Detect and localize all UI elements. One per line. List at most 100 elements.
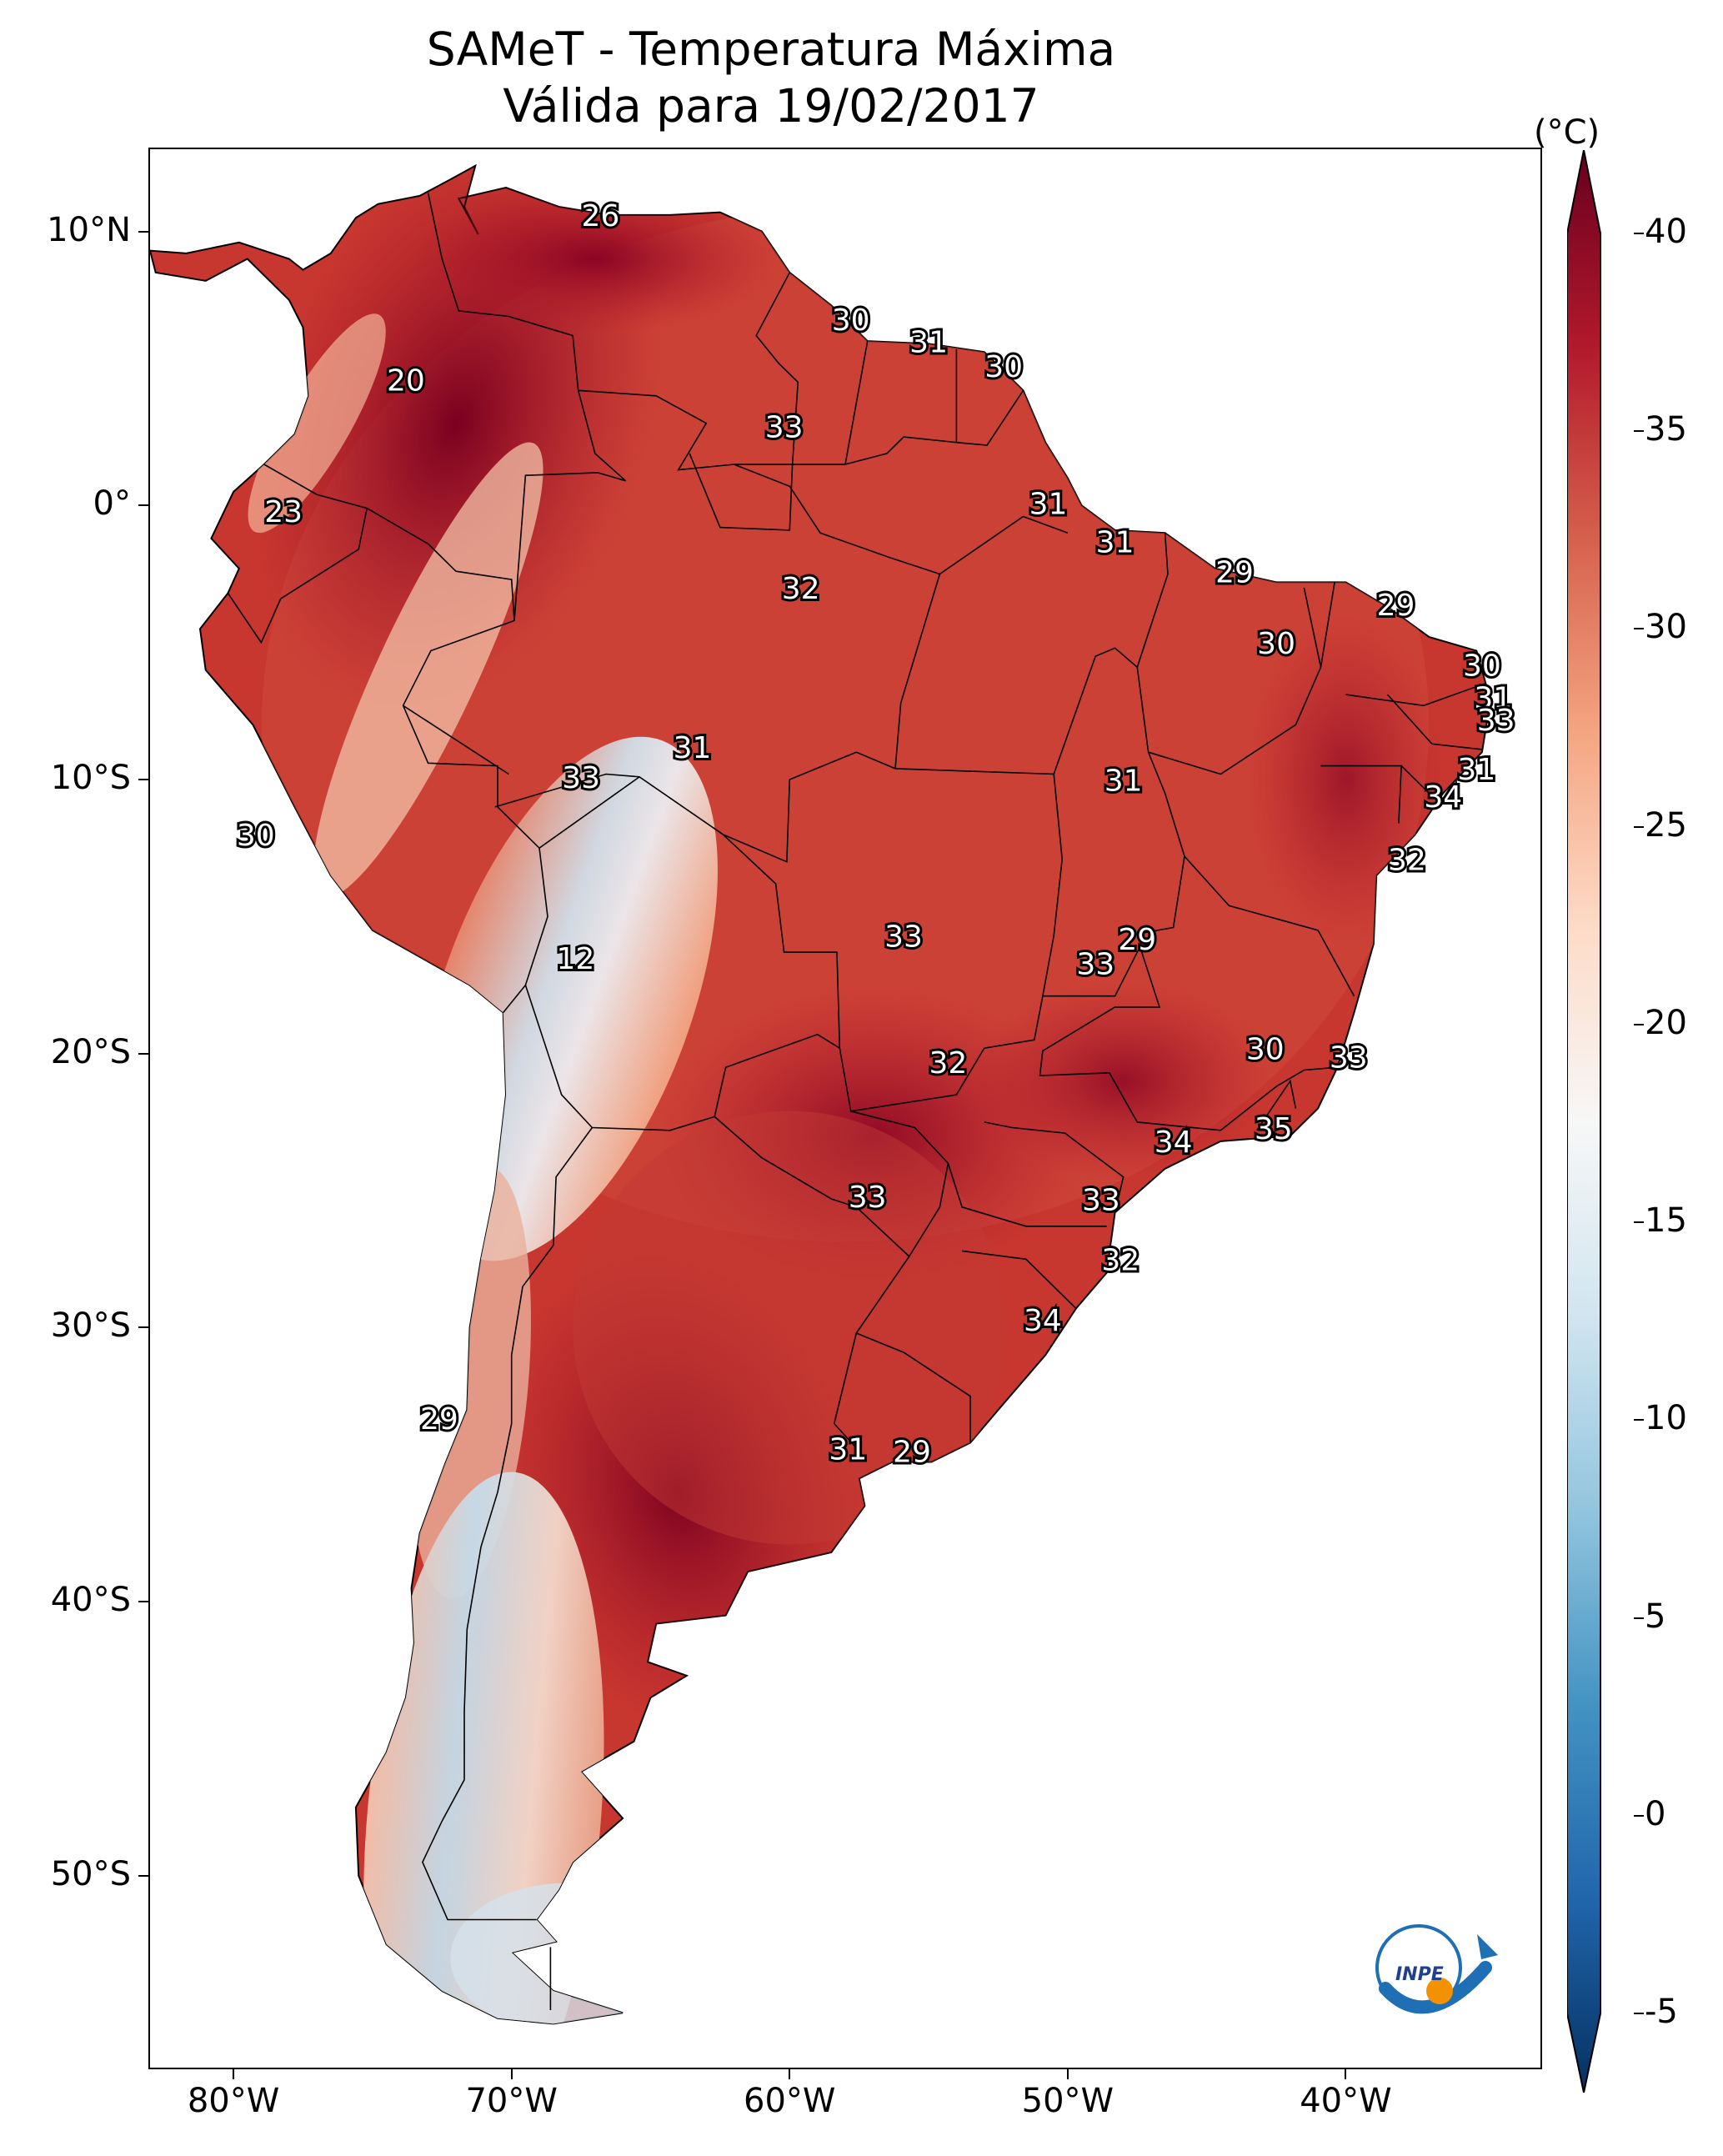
country-border [833,1332,860,1452]
station-value-label: 12 [557,942,595,976]
temperature-region [973,980,1274,1181]
country-border [524,775,841,1131]
longitude-tick-label: 80°W [187,2082,280,2120]
country-border [494,773,640,808]
station-value-label: 34 [1424,780,1462,815]
country-border [1400,765,1435,800]
latitude-tick-label: 10°N [47,210,131,249]
country-border [1148,587,1322,775]
latitude-tick [138,779,148,781]
country-border [1042,647,1185,997]
longitude-tick-label: 70°W [465,2082,558,2120]
country-border [1184,855,1355,997]
logo-text: INPE [1395,1964,1444,1985]
country-borders [227,193,1485,2010]
country-border [689,453,794,531]
latitude-tick-label: 0° [93,484,131,524]
station-value-label: 29 [420,1402,458,1436]
colorbar-tick-label: 35 [1645,410,1687,449]
colorbar-tick-label: 0 [1645,1794,1666,1833]
station-value-label: 26 [582,199,620,233]
colorbar-tick-label: 10 [1645,1399,1687,1438]
country-border [984,1121,1124,1213]
station-value-label: 33 [1330,1040,1368,1075]
country-border [403,704,509,775]
country-border [422,1127,594,1921]
country-border [844,340,869,465]
latitude-tick [138,1874,148,1877]
latitude-tick [138,1052,148,1055]
latitude-tick-label: 50°S [50,1854,131,1893]
station-value-label: 33 [562,761,600,795]
station-value-label: 31 [909,325,948,359]
temperature-region [411,183,779,334]
station-value-label: 31 [829,1432,867,1467]
station-value-label: 29 [1215,556,1254,590]
country-border [366,507,548,1014]
colorbar-bar [1567,150,1601,2093]
station-value-label: 31 [674,731,712,765]
station-value-label: 33 [1076,948,1114,982]
country-border [1256,1079,1297,1131]
country-border [947,1162,1107,1227]
latitude-tick-label: 20°S [50,1032,131,1071]
colorbar-tick [1634,1617,1644,1619]
country-border [961,1250,1077,1310]
country-border [734,464,941,769]
station-value-label: 32 [1388,844,1426,878]
station-value-label: 30 [237,819,275,853]
longitude-tick-label: 60°W [744,2082,836,2120]
country-border [1320,582,1335,668]
colorbar-tick [1634,1814,1644,1817]
country-border [714,1048,949,1258]
longitude-tick-label: 50°W [1021,2082,1114,2120]
colorbar-tick [1634,2013,1644,2014]
station-value-label: 20 [387,364,425,398]
country-border [578,272,799,471]
station-value-label: 32 [929,1046,968,1081]
station-value-label: 29 [1377,589,1415,623]
country-border [1320,765,1403,824]
station-value-label: 33 [1477,704,1515,738]
colorbar-tick-label: -5 [1645,1993,1678,2031]
station-value-label: 35 [1255,1112,1293,1146]
latitude-tick-label: 30°S [50,1306,131,1346]
temperature-region [573,1111,1007,1545]
colorbar [1567,150,1601,2093]
station-value-label: 34 [1024,1304,1062,1338]
latitude-tick [138,504,148,507]
colorbar-tick [1634,1221,1644,1224]
station-value-label: 23 [264,495,303,529]
latitude-tick-label: 40°S [50,1581,131,1620]
colorbar-tick [1634,1419,1644,1421]
country-border [855,1256,971,1443]
colorbar-unit: (°C) [1534,113,1600,152]
inpe-logo: INPE [1375,1924,1498,2014]
station-value-label: 30 [1246,1032,1285,1066]
colorbar-tick [1634,233,1644,234]
colorbar-tick-label: 40 [1645,213,1687,251]
station-value-label: 31 [1029,487,1068,521]
station-value-label: 31 [1104,764,1143,798]
station-value-label: 34 [1155,1126,1193,1160]
colorbar-tick-label: 25 [1645,805,1687,845]
station-value-label: 33 [765,410,804,444]
colorbar-tick [1634,430,1644,433]
station-value-label: 31 [1474,682,1512,716]
station-value-label: 31 [1096,525,1134,559]
colorbar-tick-label: 20 [1645,1003,1687,1042]
country-border [850,859,1063,1112]
station-value-label: 33 [884,920,923,955]
map-subtitle: Válida para 19/02/2017 [503,79,1039,133]
country-border [939,515,1069,575]
longitude-tick-label: 40°W [1300,2082,1392,2120]
country-border [1039,946,1338,1131]
station-value-label: 33 [849,1181,887,1215]
longitude-tick [1066,2069,1069,2079]
longitude-tick [510,2069,513,2079]
station-value-label: 33 [1082,1183,1120,1217]
station-value-label: 29 [893,1436,931,1470]
station-value-label: 30 [832,303,870,338]
station-value-label: 30 [1257,627,1295,661]
